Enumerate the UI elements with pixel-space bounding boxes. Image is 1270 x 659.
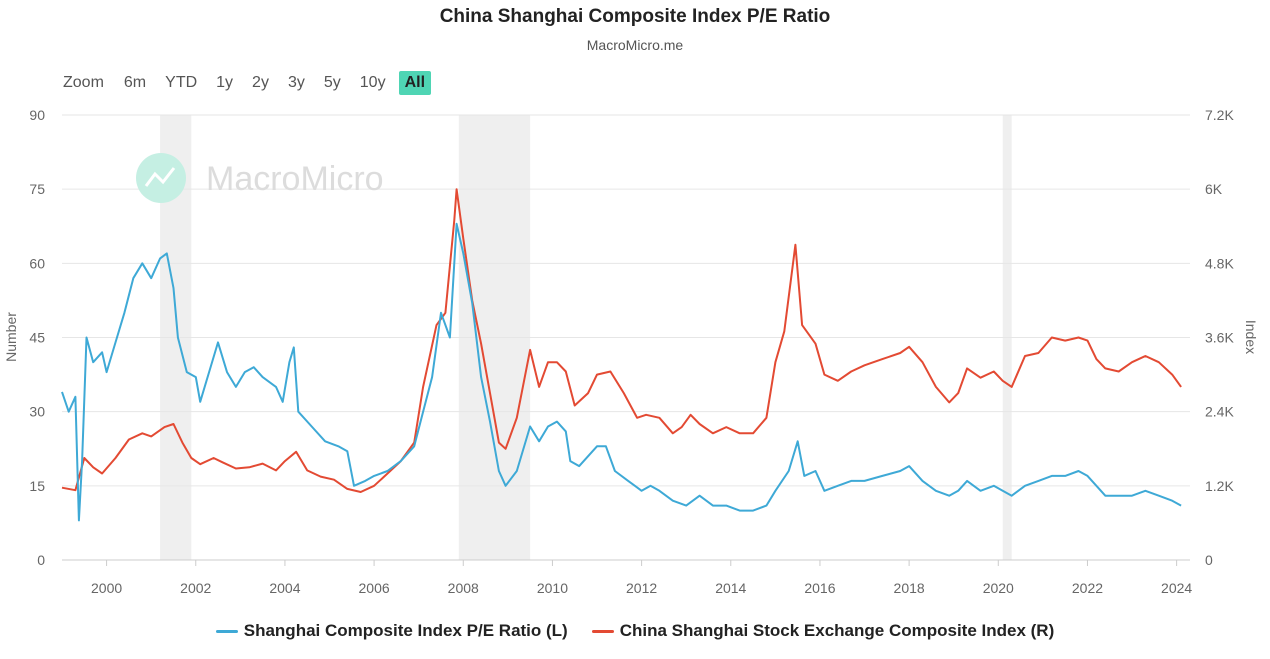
- watermark-logo-mark: [144, 167, 176, 187]
- y-right-tick-label: 1.2K: [1205, 478, 1234, 494]
- legend-swatch-pe-ratio: [215, 629, 238, 633]
- series-line-pe-ratio[interactable]: [61, 222, 1182, 522]
- chart-subtitle: MacroMicro.me: [586, 37, 684, 53]
- x-tick-label: 2016: [804, 580, 835, 596]
- zoom-10y-button[interactable]: 10y: [359, 74, 386, 91]
- zoom-5y-button[interactable]: 5y: [323, 74, 341, 91]
- y-left-tick-label: 60: [29, 255, 45, 271]
- y-left-tick-label: 75: [29, 181, 45, 197]
- x-tick-label: 2012: [626, 580, 657, 596]
- series-line-composite-index[interactable]: [61, 188, 1182, 493]
- legend-label-composite-index: China Shanghai Stock Exchange Composite …: [619, 621, 1055, 640]
- x-tick-label: 2018: [894, 580, 925, 596]
- y-left-tick-label: 45: [29, 330, 45, 346]
- legend: Shanghai Composite Index P/E Ratio (L) C…: [0, 621, 1270, 641]
- zoom-1y-button[interactable]: 1y: [216, 74, 234, 91]
- x-tick-label: 2000: [91, 580, 122, 596]
- legend-item-pe-ratio[interactable]: Shanghai Composite Index P/E Ratio (L): [215, 621, 568, 641]
- x-tick-label: 2014: [715, 580, 746, 596]
- y-right-tick-label: 0: [1205, 552, 1213, 568]
- x-tick-label: 2024: [1161, 580, 1192, 596]
- legend-swatch-composite-index: [591, 629, 614, 633]
- x-tick-label: 2008: [448, 580, 479, 596]
- zoom-2y-button[interactable]: 2y: [252, 74, 269, 91]
- y-left-tick-label: 30: [29, 404, 45, 420]
- y-right-tick-label: 6K: [1205, 181, 1223, 197]
- y-right-tick-label: 3.6K: [1205, 330, 1234, 346]
- zoom-ytd-button[interactable]: YTD: [165, 74, 198, 91]
- zoom-3y-button[interactable]: 3y: [287, 74, 305, 91]
- chart-title: China Shanghai Composite Index P/E Ratio: [439, 6, 831, 27]
- zoom-label: Zoom: [63, 74, 104, 91]
- y-left-tick-label: 0: [37, 552, 45, 568]
- x-tick-label: 2022: [1072, 580, 1103, 596]
- x-tick-label: 2010: [537, 580, 568, 596]
- zoom-6m-button[interactable]: 6m: [123, 74, 147, 91]
- y-left-tick-label: 90: [29, 107, 45, 123]
- x-tick-label: 2006: [359, 580, 390, 596]
- y-right-tick-label: 7.2K: [1205, 107, 1234, 123]
- legend-label-pe-ratio: Shanghai Composite Index P/E Ratio (L): [243, 621, 568, 640]
- y-right-tick-label: 2.4K: [1205, 404, 1234, 420]
- x-tick-label: 2020: [983, 580, 1014, 596]
- y-right-axis-title: Index: [1243, 320, 1259, 354]
- x-tick-label: 2002: [180, 580, 211, 596]
- x-tick-label: 2004: [269, 580, 300, 596]
- y-right-tick-label: 4.8K: [1205, 255, 1234, 271]
- legend-item-composite-index[interactable]: China Shanghai Stock Exchange Composite …: [591, 621, 1055, 641]
- zoom-all-button[interactable]: All: [398, 71, 432, 95]
- y-left-axis-title: Number: [3, 312, 19, 362]
- zoom-bar: Zoom 6m YTD 1y 2y 3y 5y 10y All: [63, 71, 438, 95]
- y-left-tick-label: 15: [29, 478, 45, 494]
- watermark: MacroMicro: [136, 153, 384, 203]
- watermark-text: MacroMicro: [206, 160, 384, 198]
